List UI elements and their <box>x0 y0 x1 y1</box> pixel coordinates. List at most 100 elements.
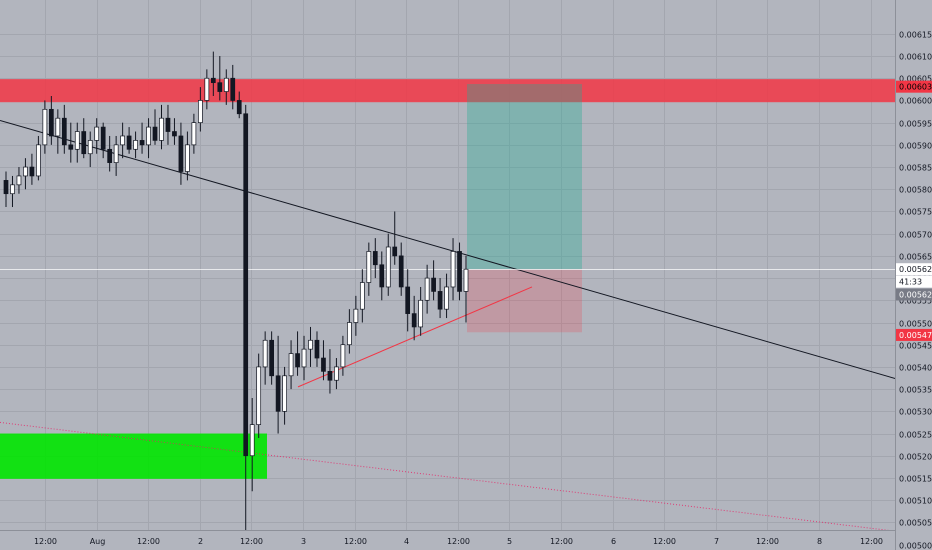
candle-up <box>334 366 339 381</box>
candle-down <box>48 108 54 137</box>
time-tick-label: 12:00 <box>653 537 676 546</box>
time-tick-label: 12:00 <box>447 537 470 546</box>
candle-up <box>10 184 15 195</box>
candle-down <box>321 357 326 372</box>
candle-up <box>87 140 93 155</box>
candle-up <box>282 375 287 412</box>
candle-up <box>94 126 100 141</box>
candle-down <box>327 371 333 381</box>
candle-down <box>210 77 216 84</box>
candles <box>3 51 469 545</box>
price-tag-label: 41:33 <box>899 278 922 287</box>
candle-down <box>236 100 242 115</box>
position-stop-area[interactable] <box>467 269 582 333</box>
time-tick-label: 8 <box>817 537 822 546</box>
candle-down <box>437 291 443 310</box>
candle-down <box>372 251 378 266</box>
candle-up <box>36 144 41 177</box>
time-tick-label: 2 <box>198 537 203 546</box>
resistance-zone[interactable] <box>0 79 895 103</box>
candle-down <box>269 339 274 377</box>
time-tick-label: 12:00 <box>137 537 160 546</box>
time-axis[interactable]: 12:00 Aug 12:00 2 12:00 3 12:00 4 12:00 5 12:00 6 12… <box>0 530 895 550</box>
candle-down <box>68 144 74 150</box>
zones <box>0 79 895 479</box>
candle-up <box>340 344 346 368</box>
candle-down <box>107 148 113 163</box>
candle-down <box>398 255 404 288</box>
time-tick-label: 3 <box>301 537 306 546</box>
price-tag-label: 0.005472 <box>899 331 932 340</box>
candle-up <box>347 322 352 346</box>
candle-up <box>424 277 430 301</box>
candle-down <box>230 77 236 101</box>
time-axis-bg <box>0 530 895 550</box>
candle-down <box>457 251 462 292</box>
candle-down <box>379 264 385 288</box>
candle-down <box>165 117 171 132</box>
time-tick-label: 12:00 <box>240 537 263 546</box>
time-tick-label: 5 <box>507 537 512 546</box>
candle-down <box>126 135 132 150</box>
time-tick-label: Aug <box>90 537 106 546</box>
support-zone[interactable] <box>0 433 267 479</box>
candle-up <box>74 131 80 150</box>
candle-up <box>42 108 48 146</box>
time-tick-label: 12:00 <box>550 537 573 546</box>
time-tick-label: 12:00 <box>756 537 779 546</box>
candle-down <box>139 140 145 146</box>
candle-up <box>256 366 262 425</box>
candle-down <box>172 131 177 137</box>
candle-up <box>359 282 365 310</box>
candle-up <box>308 339 313 350</box>
candle-down <box>3 180 9 195</box>
candle-down <box>217 82 223 92</box>
time-tick-label: 7 <box>714 537 719 546</box>
candle-up <box>262 339 268 368</box>
candle-up <box>366 251 372 283</box>
candle-up <box>450 251 456 288</box>
candle-down <box>243 113 249 457</box>
candle-up <box>444 286 449 310</box>
time-tick-label: 12:00 <box>860 537 883 546</box>
descending-trendline[interactable] <box>0 119 932 390</box>
candle-up <box>113 144 119 163</box>
ascending-trendline[interactable] <box>297 286 533 388</box>
time-tick-label: 12:00 <box>344 537 367 546</box>
candle-up <box>223 77 229 92</box>
candle-up <box>418 299 424 328</box>
long-position-tool[interactable] <box>467 84 582 333</box>
candle-up <box>204 77 210 101</box>
candle-up <box>133 140 138 150</box>
dotted-trendline[interactable] <box>0 421 932 537</box>
candle-up <box>159 117 164 141</box>
candle-down <box>392 246 398 257</box>
candle-down <box>405 286 411 314</box>
candle-up <box>353 308 359 323</box>
candle-down <box>81 131 87 155</box>
position-target-area[interactable] <box>467 84 582 270</box>
candle-up <box>120 135 125 146</box>
candle-up <box>146 126 151 146</box>
time-tick-label: 4 <box>404 537 409 546</box>
